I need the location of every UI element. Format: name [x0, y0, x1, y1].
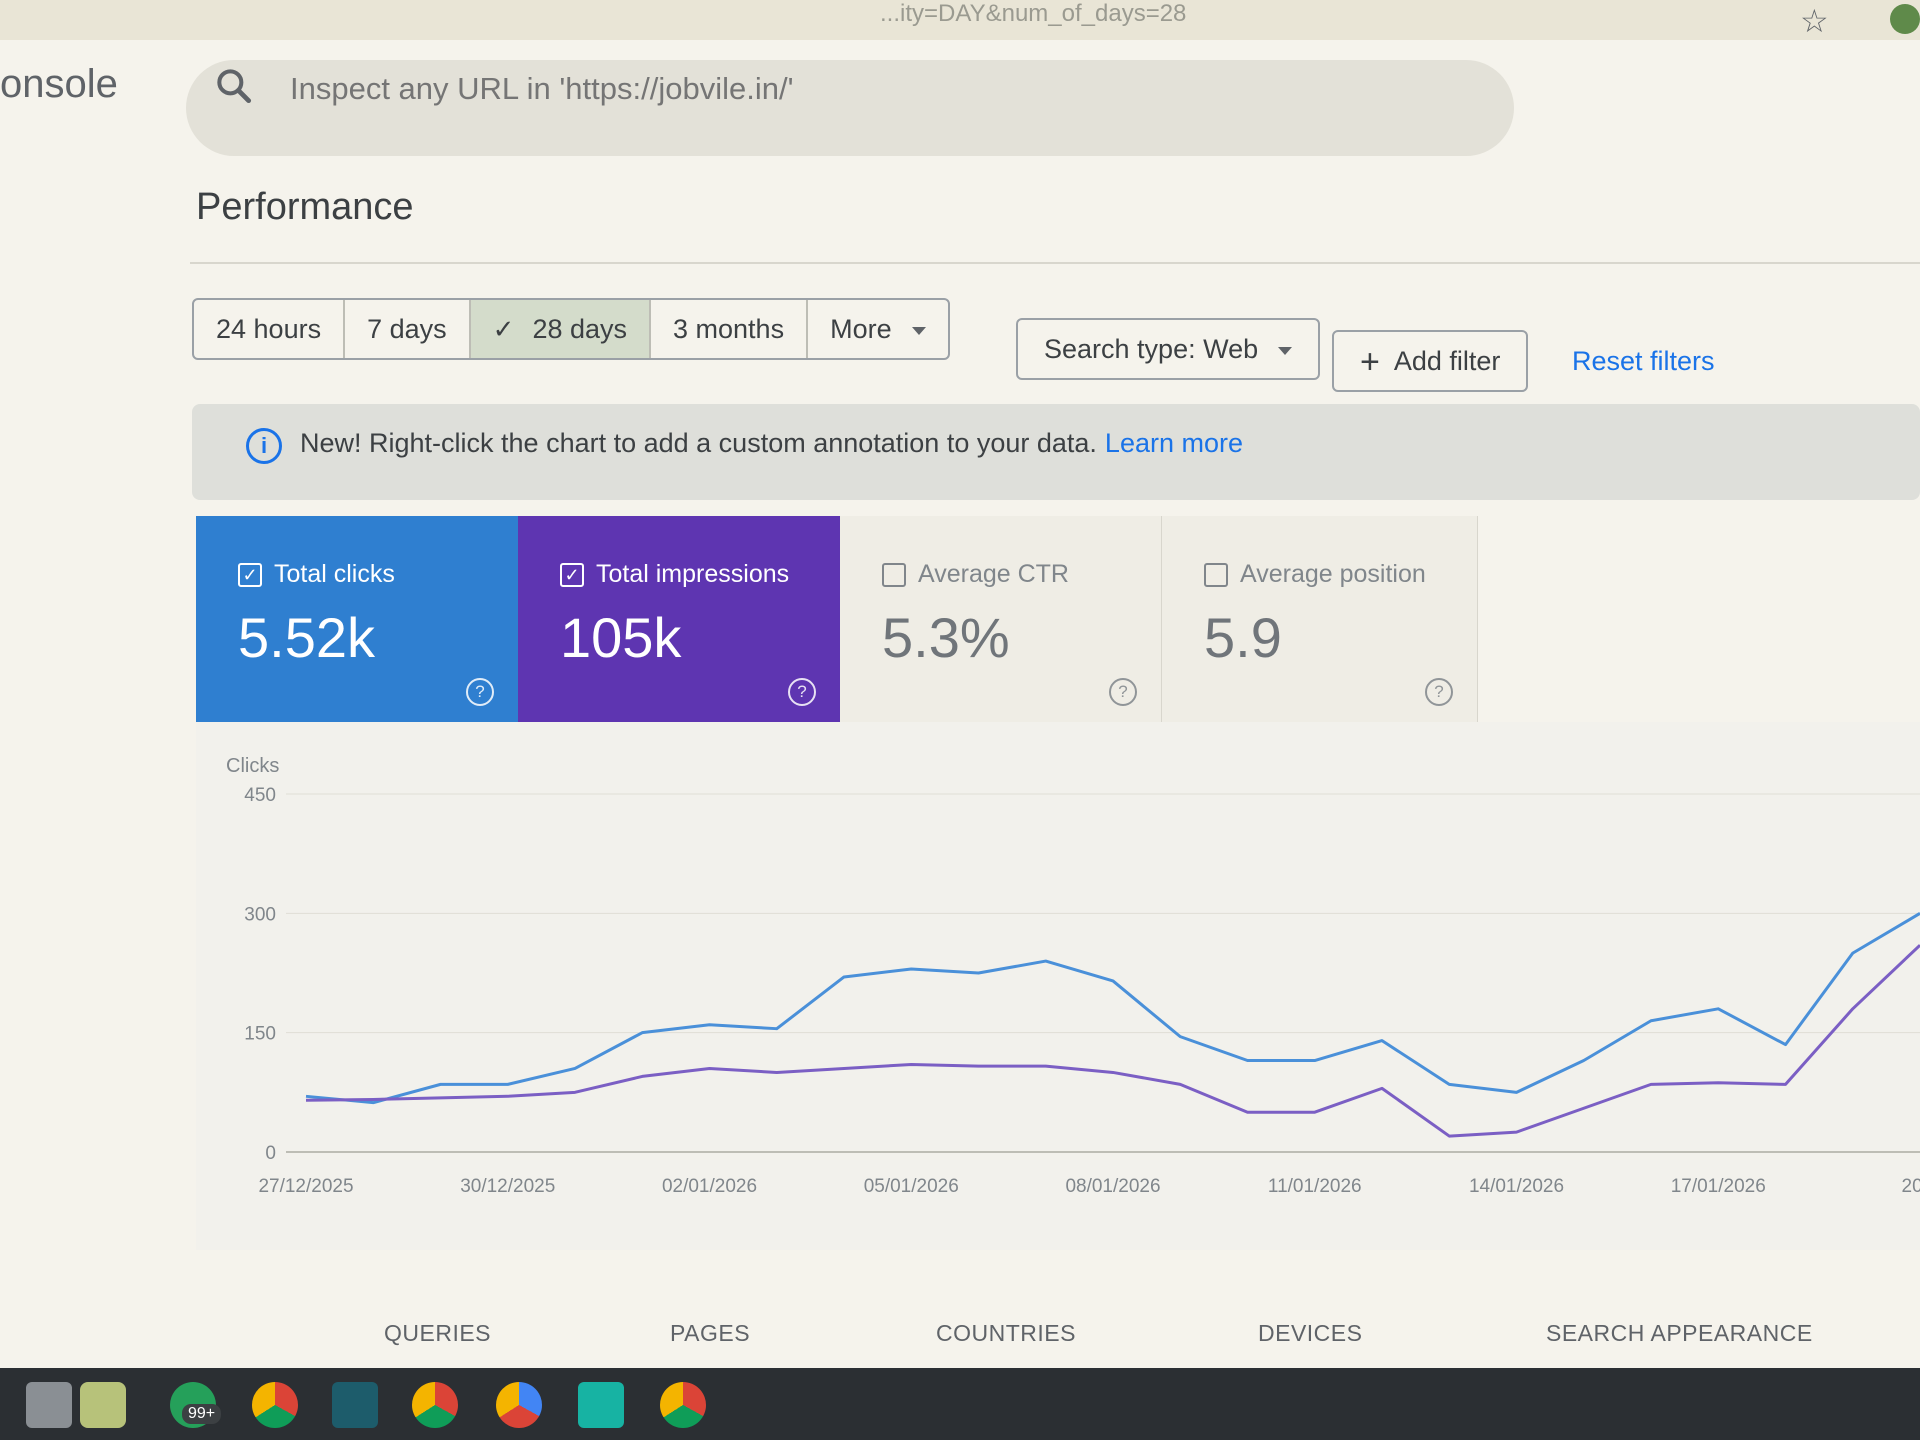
- help-icon[interactable]: ?: [1425, 678, 1453, 706]
- x-tick-label: 14/01/2026: [1469, 1176, 1564, 1197]
- page-title: Performance: [196, 186, 414, 228]
- date-option-7-days[interactable]: 7 days: [345, 300, 471, 358]
- notification-badge: 99+: [182, 1404, 222, 1424]
- help-icon[interactable]: ?: [466, 678, 494, 706]
- y-axis-label: Clicks: [226, 755, 279, 777]
- metric-label: Average position: [1240, 560, 1426, 588]
- search-icon[interactable]: [212, 64, 256, 108]
- url-fragment[interactable]: ...ity=DAY&num_of_days=28: [880, 0, 1187, 27]
- plus-icon: +: [1360, 343, 1380, 381]
- metric-card-average-position[interactable]: Average position 5.9 ?: [1162, 516, 1478, 722]
- taskbar-pinned-app-icon[interactable]: [80, 1382, 126, 1428]
- search-type-label: Search type: Web: [1044, 334, 1259, 364]
- metric-value: 105k: [560, 606, 682, 669]
- x-tick-label: 08/01/2026: [1065, 1176, 1160, 1197]
- add-filter-label: Add filter: [1393, 346, 1501, 376]
- metric-label: Average CTR: [918, 560, 1069, 588]
- url-inspection-input[interactable]: [288, 70, 1392, 108]
- y-tick-label: 450: [244, 785, 276, 806]
- search-type-dropdown[interactable]: Search type: Web: [1016, 318, 1321, 380]
- date-option-24-hours[interactable]: 24 hours: [194, 300, 346, 358]
- help-icon[interactable]: ?: [1109, 678, 1137, 706]
- check-icon: ✓: [492, 314, 515, 344]
- dropdown-caret-icon: [1278, 346, 1293, 355]
- metric-label: Total impressions: [596, 560, 790, 588]
- x-tick-label: 27/12/2025: [258, 1176, 353, 1197]
- metric-value: 5.3%: [882, 606, 1010, 669]
- taskbar-infinity-app-icon[interactable]: [578, 1382, 624, 1428]
- impressions-series-line: [305, 944, 1920, 1138]
- browser-address-strip: [0, 0, 1920, 40]
- chart-panel: [196, 722, 1920, 1250]
- clicks-series-line: [305, 912, 1920, 1105]
- y-tick-label: 300: [244, 904, 276, 925]
- x-tick-label: 05/01/2026: [864, 1176, 959, 1197]
- metric-value: 5.52k: [238, 606, 375, 669]
- x-tick-label: 02/01/2026: [662, 1176, 757, 1197]
- info-icon: i: [246, 428, 282, 464]
- date-option-28-days-label: 28 days: [532, 314, 628, 344]
- tab-countries[interactable]: COUNTRIES: [936, 1320, 1076, 1346]
- tab-devices[interactable]: DEVICES: [1258, 1320, 1363, 1346]
- metric-value: 5.9: [1204, 606, 1282, 669]
- reset-filters-button[interactable]: Reset filters: [1572, 346, 1715, 376]
- date-option-more-label: More: [830, 314, 892, 344]
- os-taskbar: 99+: [0, 1368, 1920, 1440]
- checkbox-unchecked-icon[interactable]: [882, 562, 906, 587]
- performance-line-chart[interactable]: Clicks 0 150 300 450 27/12/2025 30/12/2025 02/0…: [196, 722, 1920, 1250]
- metric-card-total-clicks[interactable]: ✓ Total clicks 5.52k ?: [196, 516, 518, 722]
- tab-search-appearance[interactable]: SEARCH APPEARANCE: [1546, 1320, 1813, 1346]
- checkbox-unchecked-icon[interactable]: [1204, 562, 1228, 587]
- y-tick-label: 0: [265, 1143, 276, 1164]
- metric-card-total-impressions[interactable]: ✓ Total impressions 105k ?: [518, 516, 840, 722]
- date-option-3-months[interactable]: 3 months: [651, 300, 809, 358]
- metric-card-average-ctr[interactable]: Average CTR 5.3% ?: [840, 516, 1162, 722]
- date-option-28-days[interactable]: ✓ 28 days: [470, 300, 652, 358]
- chrome-profile-icon[interactable]: [412, 1382, 458, 1428]
- app-brand-fragment: onsole: [0, 62, 118, 106]
- chrome-profile-icon[interactable]: [496, 1382, 542, 1428]
- add-filter-button[interactable]: + Add filter: [1332, 330, 1529, 392]
- info-banner-text: New! Right-click the chart to add a cust…: [300, 428, 1243, 459]
- checkbox-checked-icon[interactable]: ✓: [560, 562, 584, 587]
- profile-avatar-icon[interactable]: [1890, 4, 1920, 34]
- bookmark-star-icon[interactable]: ☆: [1800, 3, 1829, 39]
- taskbar-app-icon[interactable]: [332, 1382, 378, 1428]
- chrome-profile-icon[interactable]: [660, 1382, 706, 1428]
- learn-more-link[interactable]: Learn more: [1104, 428, 1243, 458]
- date-range-selector: 24 hours 7 days ✓ 28 days 3 months More: [192, 298, 950, 360]
- date-option-more[interactable]: More: [808, 300, 948, 358]
- x-tick-label: 11/01/2026: [1268, 1176, 1362, 1197]
- checkbox-checked-icon[interactable]: ✓: [238, 562, 262, 587]
- x-tick-label: 17/01/2026: [1671, 1176, 1766, 1197]
- metric-label: Total clicks: [274, 560, 395, 588]
- title-divider: [190, 262, 1920, 264]
- y-tick-label: 150: [244, 1024, 276, 1045]
- tab-queries[interactable]: QUERIES: [384, 1320, 492, 1346]
- tab-pages[interactable]: PAGES: [670, 1320, 751, 1346]
- x-tick-label: 30/12/2025: [460, 1176, 555, 1197]
- taskbar-widgets-icon[interactable]: [26, 1382, 72, 1428]
- chrome-icon[interactable]: [252, 1382, 298, 1428]
- info-banner: [192, 404, 1920, 500]
- x-tick-label: 20/0: [1902, 1176, 1920, 1197]
- dropdown-caret-icon: [911, 326, 926, 335]
- help-icon[interactable]: ?: [788, 678, 816, 706]
- info-banner-message: New! Right-click the chart to add a cust…: [300, 428, 1097, 458]
